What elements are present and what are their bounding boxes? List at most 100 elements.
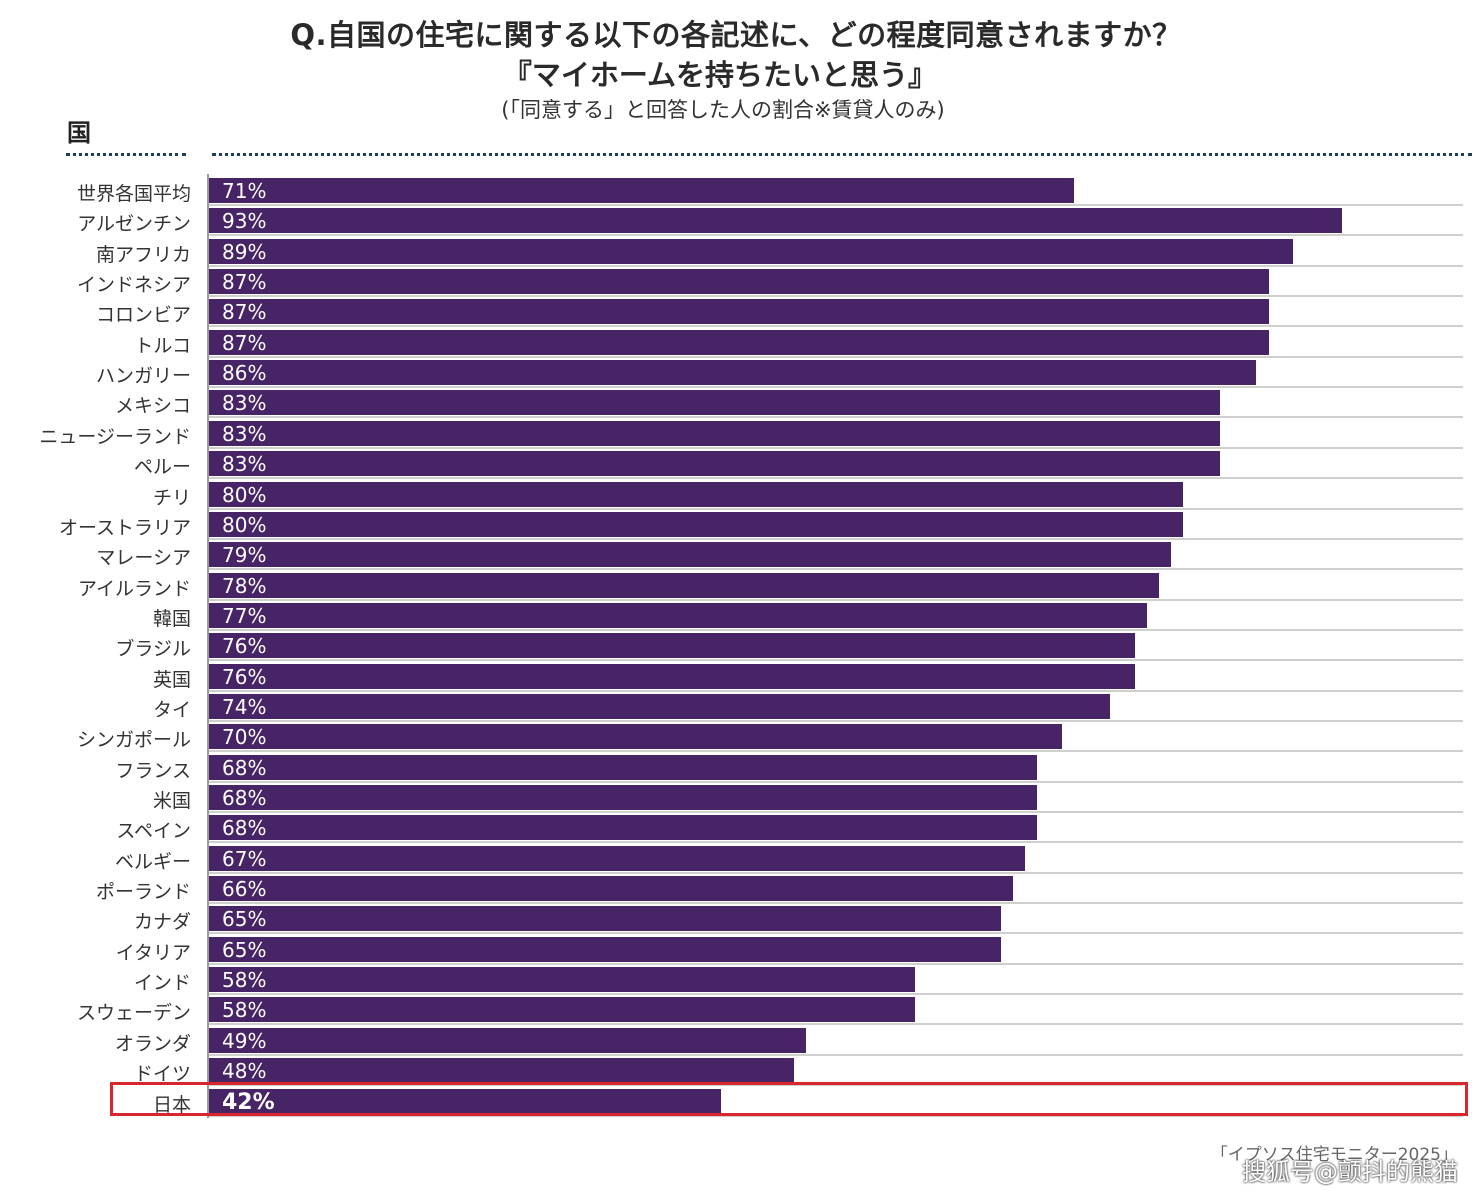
- value-label: 68%: [222, 786, 267, 810]
- row-separator: [209, 386, 1463, 389]
- country-column-header: 国: [67, 119, 91, 147]
- row-separator: [209, 1084, 1463, 1087]
- category-label: シンガポール: [76, 729, 191, 752]
- category-axis-line: [207, 174, 209, 1118]
- bar-15: [209, 633, 1135, 659]
- row-separator: [209, 1023, 1463, 1026]
- header-dotted-rule-right: [212, 153, 1472, 156]
- value-label: 74%: [222, 694, 267, 719]
- row-separator: [209, 628, 1463, 631]
- bar-22: [209, 845, 1026, 871]
- row-separator: [209, 325, 1463, 328]
- bar-19: [209, 754, 1038, 780]
- row-separator: [209, 507, 1463, 510]
- bar-20: [209, 785, 1038, 810]
- bar-21: [209, 815, 1038, 841]
- value-label: 87%: [222, 330, 267, 355]
- value-label: 89%: [222, 239, 267, 264]
- bar-10: [209, 481, 1184, 507]
- row-separator: [209, 355, 1463, 358]
- category-label: ブラジル: [115, 638, 191, 661]
- row-separator: [209, 234, 1463, 237]
- value-label: 76%: [222, 664, 267, 689]
- bar-2: [209, 238, 1294, 264]
- category-label: ドイツ: [133, 1063, 191, 1086]
- bar-11: [209, 511, 1184, 537]
- value-label: 78%: [222, 573, 267, 598]
- bar-24: [209, 906, 1001, 932]
- chart-title: Q.自国の住宅に関する以下の各記述に、どの程度同意されますか？: [290, 18, 1182, 52]
- value-label: 68%: [222, 816, 267, 841]
- value-label: 67%: [222, 846, 267, 871]
- bar-13: [209, 572, 1160, 598]
- value-label: 70%: [222, 725, 267, 750]
- category-label: カナダ: [133, 911, 191, 934]
- bar-9: [209, 451, 1220, 477]
- value-label: 79%: [222, 543, 267, 568]
- category-label: 日本: [152, 1093, 191, 1116]
- category-label: インドネシア: [76, 274, 191, 297]
- row-separator: [209, 477, 1463, 480]
- source-note: 「イプソス住宅モニター2025」: [1210, 1145, 1458, 1165]
- category-label: ハンガリー: [95, 365, 191, 388]
- bar-0: [209, 178, 1074, 203]
- value-label: 66%: [222, 877, 267, 902]
- category-label: アルゼンチン: [77, 213, 191, 236]
- value-label: 76%: [222, 634, 267, 659]
- category-label: 世界各国平均: [76, 183, 191, 205]
- japan-highlight-box: [110, 1082, 1468, 1116]
- category-label: 英国: [152, 668, 191, 691]
- bar-23: [209, 876, 1013, 902]
- value-label: 83%: [222, 391, 267, 416]
- category-label: オーストラリア: [58, 516, 191, 539]
- value-label: 87%: [222, 300, 267, 325]
- row-separator: [209, 780, 1463, 783]
- bar-5: [209, 329, 1269, 355]
- chart-subtitle: (「同意する」と回答した人の割合※賃貸人のみ): [501, 98, 945, 122]
- watermark: 搜狐号@颤抖的熊猫: [1242, 1158, 1458, 1186]
- bar-8: [209, 420, 1220, 446]
- chart-title-statement: 『マイホームを持ちたいと思う』: [502, 58, 938, 92]
- row-separator: [209, 811, 1463, 813]
- row-separator: [209, 871, 1463, 874]
- category-label: オランダ: [114, 1032, 191, 1055]
- value-label: 80%: [222, 512, 267, 537]
- bar-28: [209, 1027, 806, 1053]
- bar-6: [209, 360, 1257, 386]
- value-label: 83%: [222, 421, 267, 446]
- row-separator: [209, 932, 1463, 935]
- row-separator: [209, 719, 1463, 722]
- row-separator: [209, 537, 1463, 540]
- category-label: 米国: [152, 790, 191, 812]
- value-label: 65%: [222, 937, 267, 962]
- category-label: 韓国: [152, 607, 191, 630]
- bar-7: [209, 390, 1220, 416]
- category-label: 南アフリカ: [95, 243, 191, 266]
- row-separator: [209, 204, 1463, 206]
- bar-27: [209, 997, 916, 1023]
- category-label: ベルギー: [114, 850, 191, 873]
- value-label: 77%: [222, 603, 267, 628]
- category-label: タイ: [152, 698, 191, 721]
- category-label: コロンビア: [95, 304, 191, 327]
- row-separator: [209, 598, 1463, 601]
- category-label: フランス: [115, 759, 191, 782]
- value-label: 65%: [222, 907, 267, 932]
- category-label: ニュージーランド: [39, 425, 191, 448]
- value-label: 80%: [222, 482, 267, 507]
- category-label: イタリア: [115, 941, 191, 964]
- row-separator: [209, 841, 1463, 844]
- bar-16: [209, 663, 1135, 689]
- row-separator: [209, 446, 1463, 449]
- row-separator: [209, 902, 1463, 905]
- category-label: スウェーデン: [76, 1002, 191, 1025]
- category-label: メキシコ: [114, 395, 191, 418]
- value-label: 48%: [222, 1059, 267, 1084]
- bar-30: [209, 1088, 721, 1114]
- value-label: 93%: [222, 209, 267, 234]
- row-separator: [209, 264, 1463, 267]
- bar-29: [209, 1058, 794, 1084]
- category-label: スペイン: [116, 820, 191, 843]
- category-label: アイルランド: [77, 577, 191, 600]
- category-label: マレーシア: [96, 547, 191, 570]
